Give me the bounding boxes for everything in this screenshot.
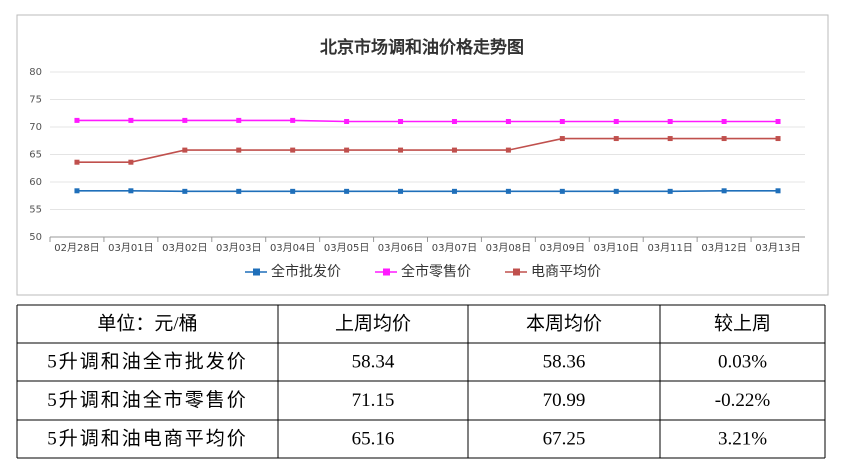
series-line: [76, 137, 779, 163]
point: [290, 117, 296, 123]
point: [667, 188, 673, 194]
table-cell: 65.16: [352, 428, 395, 449]
y-tick-label: 65: [29, 150, 42, 161]
legend-marker: [513, 268, 520, 276]
point: [290, 147, 296, 153]
point: [721, 119, 727, 124]
point: [128, 159, 134, 165]
table-cell: 0.03%: [718, 351, 767, 372]
point: [613, 136, 619, 142]
point: [721, 136, 727, 142]
x-tick-label: 03月06日: [378, 242, 423, 254]
table-cell: -0.22%: [715, 390, 771, 411]
x-tick-label: 03月09日: [540, 242, 585, 254]
y-tick-label: 75: [29, 95, 42, 106]
point: [182, 147, 188, 153]
series-line: [76, 190, 779, 193]
x-tick-label: 03月02日: [162, 242, 207, 254]
table-cell: 58.34: [352, 351, 395, 372]
point: [559, 119, 565, 124]
point: [236, 188, 242, 194]
point: [182, 117, 188, 123]
legend-marker: [383, 268, 390, 276]
legend-label: 全市批发价: [271, 263, 341, 280]
table-cell: 58.36: [543, 351, 586, 372]
point: [775, 188, 781, 194]
point: [667, 119, 673, 124]
point: [74, 117, 80, 123]
x-tick-label: 03月07日: [432, 242, 477, 254]
legend-label: 电商平均价: [531, 264, 601, 280]
point: [128, 188, 134, 194]
table-cell: 本周均价: [526, 312, 602, 334]
table-cell: 较上周: [714, 312, 771, 334]
x-tick-label: 03月12日: [701, 242, 746, 254]
point: [344, 147, 350, 153]
y-tick-label: 70: [29, 122, 42, 133]
x-tick-label: 03月10日: [594, 242, 639, 254]
y-tick-label: 60: [29, 177, 42, 188]
point: [290, 188, 296, 194]
table-cell: 5升调和油全市零售价: [47, 389, 248, 411]
point: [74, 188, 80, 194]
table-cell: 71.15: [352, 390, 395, 411]
series-line: [76, 119, 779, 123]
table-cell: 3.21%: [718, 428, 767, 449]
y-tick-label: 50: [29, 232, 42, 243]
point: [775, 136, 781, 142]
table-cell: 67.25: [543, 428, 586, 449]
point: [613, 119, 619, 124]
point: [559, 136, 565, 142]
y-tick-label: 80: [29, 67, 42, 78]
point: [236, 147, 242, 153]
table-cell: 5升调和油电商平均价: [47, 427, 248, 449]
legend-label: 全市零售价: [401, 263, 471, 280]
point: [559, 188, 565, 194]
x-tick-label: 03月05日: [324, 242, 369, 254]
table-cell: 70.99: [543, 390, 586, 411]
point: [74, 159, 80, 165]
legend-marker: [253, 268, 260, 276]
x-tick-label: 03月11日: [647, 242, 692, 254]
chart-title: 北京市场调和油价格走势图: [320, 37, 524, 58]
point: [505, 147, 511, 153]
y-tick-label: 55: [29, 205, 42, 216]
x-tick-label: 03月04日: [270, 242, 315, 254]
point: [775, 119, 781, 124]
x-tick-label: 03月08日: [486, 242, 531, 254]
point: [667, 136, 673, 142]
point: [344, 119, 350, 124]
point: [344, 188, 350, 194]
point: [398, 147, 404, 153]
point: [721, 188, 727, 194]
point: [505, 119, 511, 124]
point: [451, 147, 457, 153]
point: [613, 188, 619, 194]
table-cell: 5升调和油全市批发价: [47, 350, 248, 372]
point: [128, 117, 134, 123]
point: [505, 188, 511, 194]
point: [451, 119, 457, 124]
table-cell: 上周均价: [335, 312, 411, 334]
x-tick-label: 03月01日: [108, 242, 153, 254]
point: [182, 188, 188, 194]
point: [398, 119, 404, 124]
table-cell: 单位：元/桶: [97, 312, 197, 334]
x-tick-label: 03月13日: [755, 242, 800, 254]
x-tick-label: 02月28日: [54, 242, 99, 254]
point: [236, 117, 242, 123]
point: [398, 188, 404, 194]
x-tick-label: 03月03日: [216, 242, 261, 254]
point: [451, 188, 457, 194]
